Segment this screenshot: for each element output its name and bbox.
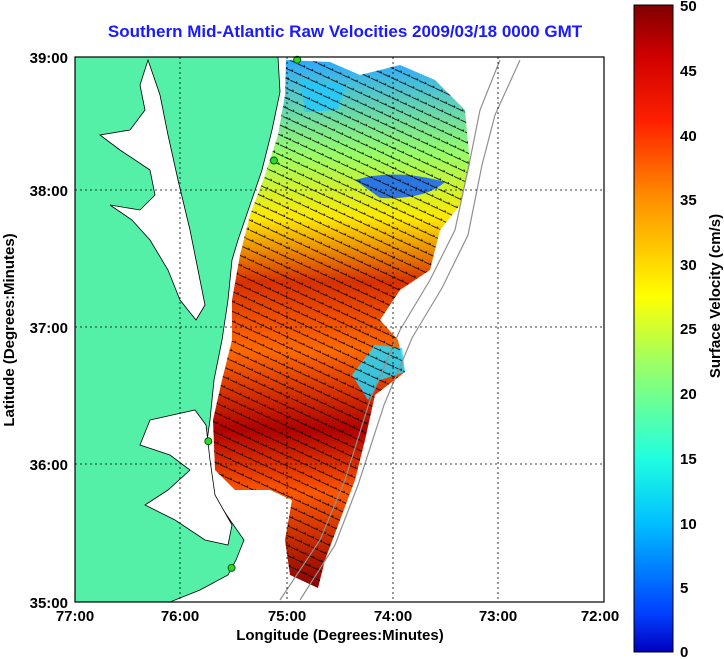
bathymetry-contours — [279, 59, 521, 601]
colorbar-tick-label: 45 — [680, 63, 697, 80]
x-tick-label: 75:00 — [268, 608, 306, 625]
colorbar-tick-label: 40 — [680, 128, 697, 145]
x-tick-label: 77:00 — [56, 608, 94, 625]
radar-station-marker — [227, 563, 236, 572]
colorbar-tick-label: 35 — [680, 192, 697, 209]
y-tick-label: 39:00 — [30, 50, 68, 67]
plot-frame — [74, 56, 605, 603]
velocity-field — [213, 60, 470, 588]
y-ticks: 39:00 38:00 37:00 36:00 35:00 — [30, 50, 68, 612]
x-tick-label: 74:00 — [374, 608, 412, 625]
radar-station-marker — [204, 437, 213, 446]
colorbar — [633, 4, 674, 653]
chesapeake-bay — [99, 58, 206, 321]
y-tick-label: 37:00 — [30, 320, 68, 337]
colorbar-tick-label: 20 — [680, 386, 697, 403]
x-ticks: 77:00 76:00 75:00 74:00 73:00 72:00 — [56, 608, 619, 625]
figure-title: Southern Mid-Atlantic Raw Velocities 200… — [107, 22, 583, 41]
x-tick-label: 73:00 — [479, 608, 517, 625]
radar-stations — [204, 55, 302, 572]
y-tick-label: 38:00 — [30, 183, 68, 200]
radar-station-marker — [293, 55, 302, 64]
colorbar-ticks: 50 45 40 35 30 25 20 15 10 5 0 — [680, 0, 697, 659]
x-axis-label: Longitude (Degrees:Minutes) — [236, 627, 444, 644]
grid — [75, 57, 604, 602]
y-axis-label: Latitude (Degrees:Minutes) — [1, 233, 18, 426]
colorbar-tick-label: 25 — [680, 321, 697, 338]
colorbar-tick-label: 30 — [680, 257, 697, 274]
y-tick-label: 36:00 — [30, 457, 68, 474]
colorbar-tick-label: 5 — [680, 580, 688, 597]
x-tick-label: 76:00 — [161, 608, 199, 625]
x-tick-label: 72:00 — [581, 608, 619, 625]
land-mass — [74, 56, 281, 603]
colorbar-tick-label: 50 — [680, 0, 697, 15]
y-tick-label: 35:00 — [30, 595, 68, 612]
colorbar-tick-label: 0 — [680, 644, 688, 659]
colorbar-tick-label: 15 — [680, 451, 697, 468]
pamlico-sound — [139, 409, 233, 546]
colorbar-label: Surface Velocity (cm/s) — [707, 214, 724, 378]
colorbar-tick-label: 10 — [680, 516, 697, 533]
radar-station-marker — [269, 156, 278, 165]
